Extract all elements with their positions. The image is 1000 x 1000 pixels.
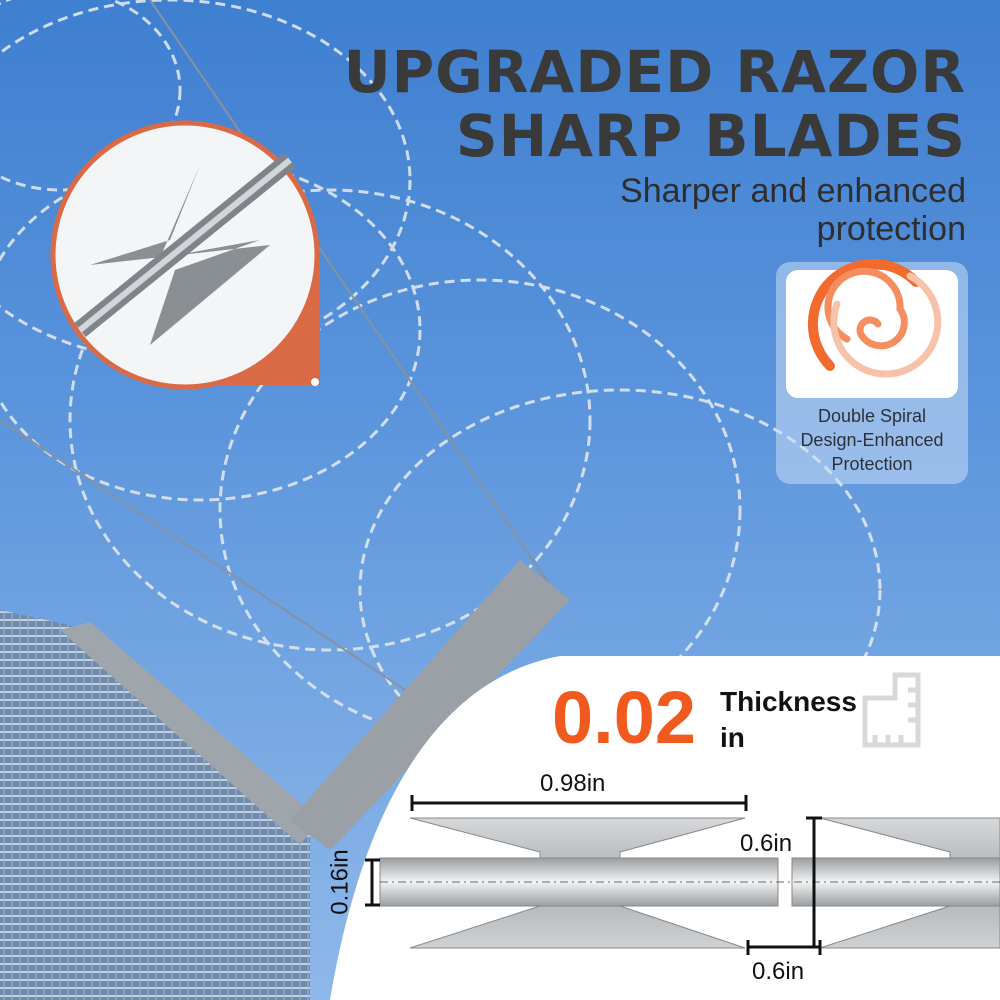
thickness-label: Thickness in — [720, 684, 857, 756]
dimension-core: 0.16in — [326, 849, 354, 915]
feature-card-label: Double Spiral Design-Enhanced Protection — [776, 404, 968, 476]
thickness-value: 0.02 — [552, 676, 697, 759]
ruler-icon — [862, 672, 921, 748]
spiral-icon-box — [786, 270, 958, 398]
subheadline-line-1: Sharper and enhanced — [620, 172, 966, 210]
dimension-height: 0.6in — [740, 830, 793, 857]
subheadline: Sharper and enhanced protection — [620, 172, 966, 248]
blade-diagram — [365, 795, 1000, 955]
feature-card: Double Spiral Design-Enhanced Protection — [776, 262, 968, 484]
security-fence — [0, 610, 310, 1000]
headline-line-1: UPGRADED RAZOR — [343, 38, 966, 106]
headline-line-2: SHARP BLADES — [455, 102, 966, 170]
dimension-gap: 0.6in — [752, 958, 805, 985]
feature-line-2: Design-Enhanced — [800, 430, 944, 450]
feature-line-3: Protection — [831, 454, 913, 474]
dimension-length: 0.98in — [540, 770, 606, 797]
feature-line-1: Double Spiral — [817, 406, 927, 426]
thickness-label-text: Thickness — [720, 686, 857, 717]
headline: UPGRADED RAZOR SHARP BLADES — [344, 40, 966, 168]
subheadline-line-2: protection — [816, 210, 966, 248]
blade-closeup-shape — [74, 153, 296, 345]
thickness-unit: in — [720, 722, 745, 753]
